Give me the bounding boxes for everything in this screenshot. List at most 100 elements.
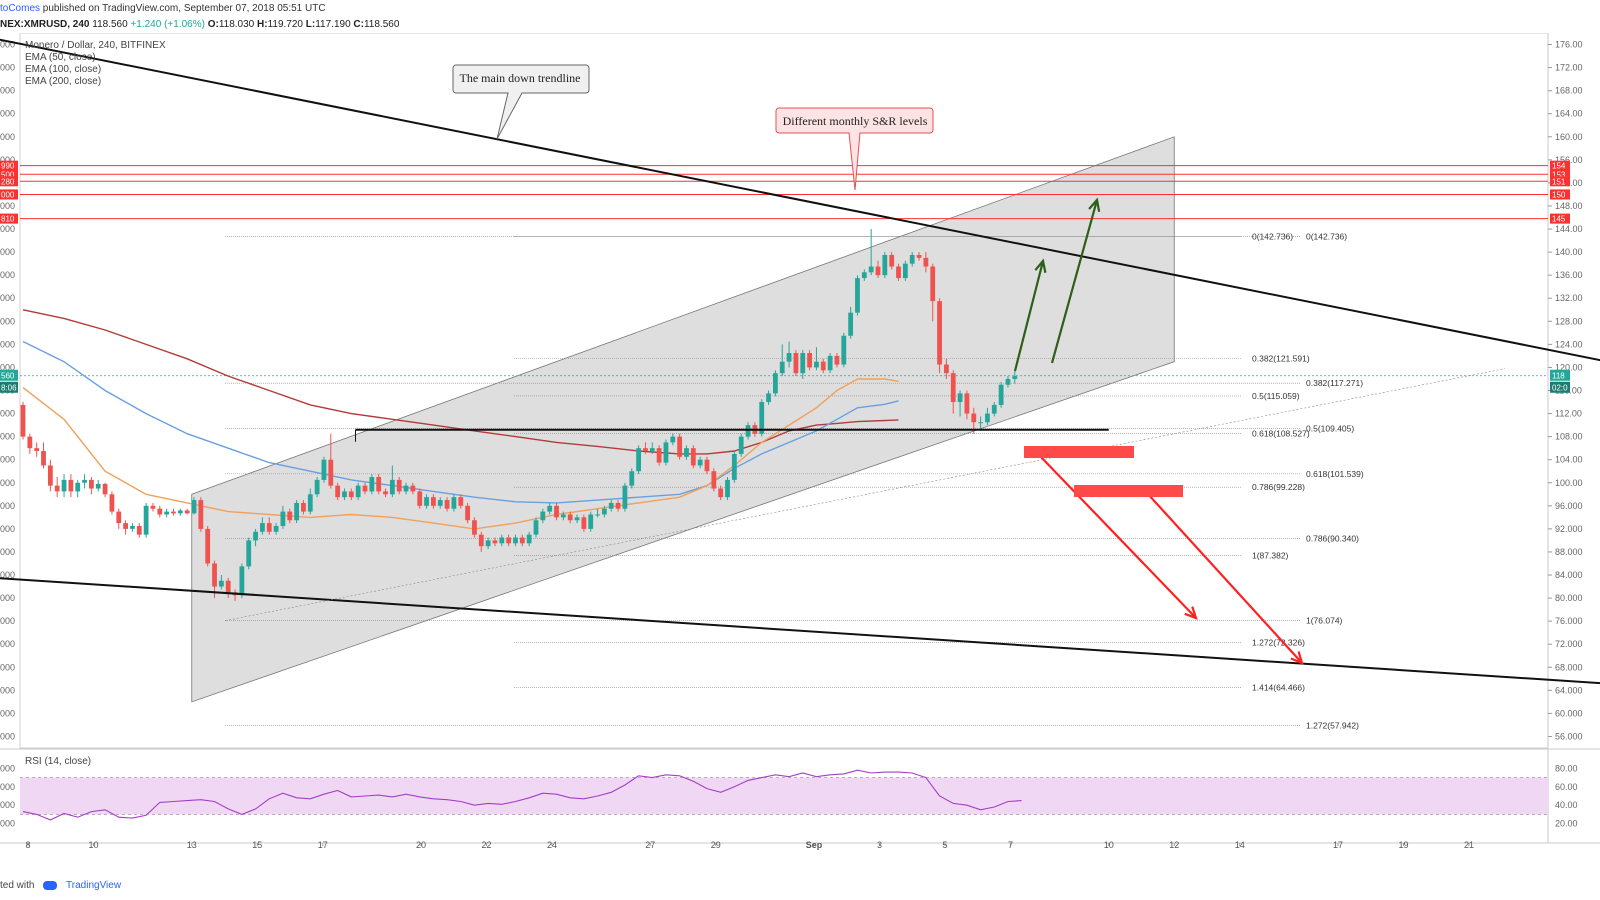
rsi-panel: 20.00 000 40.00 000 60.00 000 80.00 000 RSI (14,… [0, 756, 1578, 829]
candle-body [916, 254, 922, 258]
candle-body [212, 563, 217, 587]
candle-body [998, 384, 1004, 405]
y-tick-label-left: 000 [0, 40, 15, 50]
candle-body [814, 361, 819, 368]
candle-body [540, 511, 546, 521]
tradingview-link[interactable]: TradingView [66, 880, 122, 891]
candle-body [34, 448, 40, 452]
candle-body [20, 404, 26, 437]
close-label: C: [353, 19, 364, 30]
y-tick-label-left: 000 [0, 109, 15, 119]
candle-body [1005, 378, 1011, 385]
candle-body [567, 514, 573, 521]
y-tick-label-left: 000 [0, 455, 15, 465]
candle-body [225, 580, 231, 593]
candle-body [130, 526, 135, 529]
footer-prefix: ted with [0, 880, 35, 891]
y-tick-label: 64.000 [1555, 685, 1583, 695]
candle-body [978, 422, 983, 424]
right-time-tag-text: 02:0 [1552, 384, 1568, 393]
y-tick-label: 172.00 [1555, 63, 1583, 73]
bullish-arrow-2-head [1088, 197, 1101, 213]
low-label: L: [305, 19, 316, 30]
candle-body [868, 266, 874, 273]
candle-body [499, 537, 505, 544]
candle-body [150, 505, 156, 509]
candle-body [1012, 376, 1018, 379]
candle-body [472, 520, 477, 535]
x-tick-label: 14 [1235, 840, 1245, 850]
y-tick-label-left: 000 [0, 155, 15, 165]
candle-body [554, 505, 559, 518]
y-tick-label-left: 000 [0, 316, 15, 326]
x-tick-label: 19 [1398, 840, 1408, 850]
price-chart[interactable]: 56.000 000 60.000 000 64.000 000 68.000 000 72.0… [0, 33, 1600, 876]
candle-body [177, 510, 183, 514]
candle-body [930, 266, 936, 302]
sr-tag-left-label: 000 [1, 190, 15, 199]
candle-body [314, 479, 320, 495]
y-tick-label: 144.00 [1555, 224, 1583, 234]
y-tick-label-left: 000 [0, 708, 15, 718]
y-tick-label: 156.00 [1555, 155, 1583, 165]
candle-body [260, 523, 265, 532]
candle-body [383, 491, 388, 495]
candle-body [492, 540, 498, 544]
y-tick-label-left: 000 [0, 524, 15, 534]
candle-body [328, 459, 334, 486]
y-tick-label: 132.00 [1555, 293, 1583, 303]
bearish-zone-2 [1074, 485, 1183, 497]
rsi-tick-label-left: 000 [0, 763, 15, 773]
candle-body [410, 485, 416, 492]
candle-body [403, 485, 409, 492]
fib-label-left: 1(87.382) [1252, 551, 1289, 561]
sr-tag-left [0, 213, 18, 224]
rsi-tick-label: 80.00 [1555, 763, 1578, 773]
candle-body [588, 514, 594, 529]
y-tick-label-left: 000 [0, 201, 15, 211]
candle-body [882, 254, 888, 276]
y-tick-label-left: 000 [0, 86, 15, 96]
candle-body [506, 537, 512, 544]
y-tick-label-left: 000 [0, 432, 15, 442]
high-label: H: [257, 19, 268, 30]
author-link[interactable]: toComes [0, 3, 41, 14]
sr-callout-text: Different monthly S&R levels [783, 114, 928, 128]
rsi-tick-label: 20.00 [1555, 819, 1578, 829]
candle-body [458, 497, 464, 506]
fib-label-left: 0.786(99.228) [1252, 482, 1305, 492]
candle-body [875, 266, 881, 276]
candle-body [855, 278, 860, 313]
fib-label-right: 0(142.736) [1306, 231, 1347, 241]
candle-body [766, 393, 771, 403]
y-tick-label: 164.00 [1555, 109, 1583, 119]
x-tick-label: 24 [547, 840, 557, 850]
candle-body [218, 580, 224, 587]
candle-body [841, 335, 847, 365]
ema200-line [22, 309, 899, 455]
y-tick-label-left: 000 [0, 570, 15, 580]
candle-body [902, 263, 908, 279]
y-tick-label: 128.00 [1555, 316, 1583, 326]
trendline-callout: The main down trendline [452, 64, 590, 140]
fib-label-left: 0.618(108.527) [1252, 429, 1310, 439]
bearish-arrow-1 [1039, 455, 1198, 620]
candle-body [622, 485, 628, 509]
x-tick-label: 21 [1464, 840, 1474, 850]
bearish-arrow-2-shaft [1146, 492, 1303, 664]
candle-body [574, 517, 580, 521]
candle-body [342, 491, 347, 498]
y-tick-label: 104.00 [1555, 455, 1583, 465]
publish-text: published on TradingView.com, September … [42, 3, 326, 14]
main-downtrend-line [0, 38, 1600, 362]
candle-body [95, 483, 101, 489]
candle-body [560, 514, 566, 518]
y-tick-label: 92.000 [1555, 524, 1583, 534]
y-tick-label-left: 000 [0, 293, 15, 303]
candle-body [273, 526, 279, 532]
left-time-tag-text: 8:06 [1, 384, 17, 393]
candle-body [348, 491, 354, 498]
y-tick-label: 60.000 [1555, 708, 1583, 718]
bearish-arrow-2-head [1290, 651, 1304, 665]
sr-tag-left-label: 810 [1, 215, 15, 224]
